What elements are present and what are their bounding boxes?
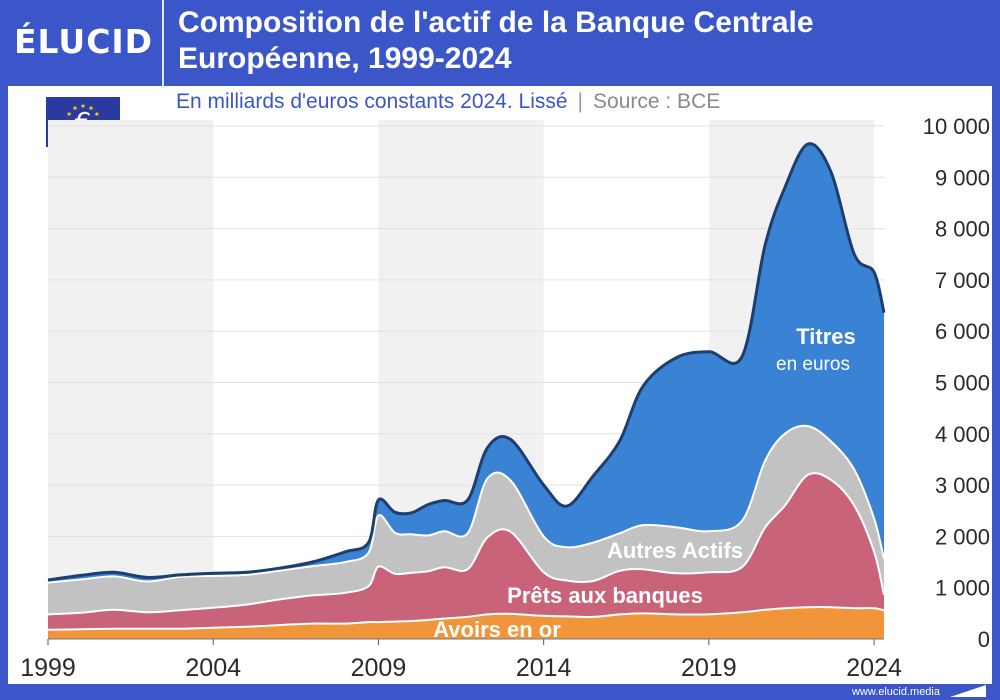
series-labels: Titres en euros Autres Actifs Prêts aux ban… bbox=[433, 324, 856, 642]
layer-separator bbox=[47, 472, 885, 616]
area-titres-en-euros bbox=[48, 143, 884, 640]
y-tick-label: 10 000 bbox=[923, 114, 990, 139]
layer-separator bbox=[47, 606, 885, 631]
label-titres: Titres bbox=[796, 324, 856, 349]
y-tick-label: 9 000 bbox=[935, 165, 990, 190]
flag-star bbox=[66, 111, 72, 117]
total-outline bbox=[47, 142, 886, 582]
label-autres-actifs: Autres Actifs bbox=[607, 538, 743, 563]
header-divider bbox=[162, 0, 164, 86]
y-tick-label: 7 000 bbox=[935, 268, 990, 293]
flag-star bbox=[94, 111, 100, 117]
period-band bbox=[48, 120, 214, 639]
y-tick-label: 5 000 bbox=[935, 371, 990, 396]
label-avoirs-en-or: Avoirs en or bbox=[433, 617, 561, 642]
header: ÉLUCID Composition de l'actif de la Banq… bbox=[0, 0, 1000, 86]
y-tick-label: 4 000 bbox=[935, 422, 990, 447]
elucid-logo: ÉLUCID bbox=[14, 22, 154, 61]
y-axis-ticks: 0 1 000 2 000 3 000 4 000 5 000 6 000 7 000 8 00… bbox=[923, 114, 990, 652]
chart-title: Composition de l'actif de la Banque Cent… bbox=[178, 6, 814, 75]
y-tick-label: 1 000 bbox=[935, 576, 990, 601]
elucid-arrow-icon bbox=[950, 685, 986, 697]
website-credit: www.elucid.media bbox=[851, 686, 940, 698]
flag-star bbox=[72, 105, 78, 111]
x-tick-label: 2019 bbox=[681, 654, 737, 682]
area-series bbox=[47, 142, 886, 640]
flag-star bbox=[88, 105, 94, 111]
x-tick-label: 2004 bbox=[185, 654, 241, 682]
chart-subtitle: En milliards d'euros constants 2024. Lis… bbox=[176, 90, 720, 114]
label-prets-aux-banques: Prêts aux banques bbox=[507, 583, 703, 608]
x-tick-label: 2009 bbox=[351, 654, 407, 682]
y-tick-label: 8 000 bbox=[935, 217, 990, 242]
y-tick-label: 6 000 bbox=[935, 319, 990, 344]
subtitle-separator: | bbox=[577, 90, 584, 113]
x-tick-label: 2014 bbox=[516, 654, 572, 682]
x-axis-ticks: 1999 2004 2009 2014 2019 2024 bbox=[20, 638, 902, 682]
x-tick-label: 2024 bbox=[846, 654, 902, 682]
layer-separator bbox=[47, 424, 885, 584]
y-tick-label: 2 000 bbox=[935, 524, 990, 549]
y-tick-label: 3 000 bbox=[935, 473, 990, 498]
flag-star bbox=[80, 103, 86, 109]
y-tick-label: 0 bbox=[978, 627, 990, 652]
area-prets-aux-banques bbox=[48, 473, 884, 639]
subtitle-text: En milliards d'euros constants 2024. Lis… bbox=[176, 90, 568, 113]
label-en-euros: en euros bbox=[776, 354, 850, 375]
source-text: Source : BCE bbox=[593, 90, 721, 113]
x-tick-label: 1999 bbox=[20, 654, 76, 682]
